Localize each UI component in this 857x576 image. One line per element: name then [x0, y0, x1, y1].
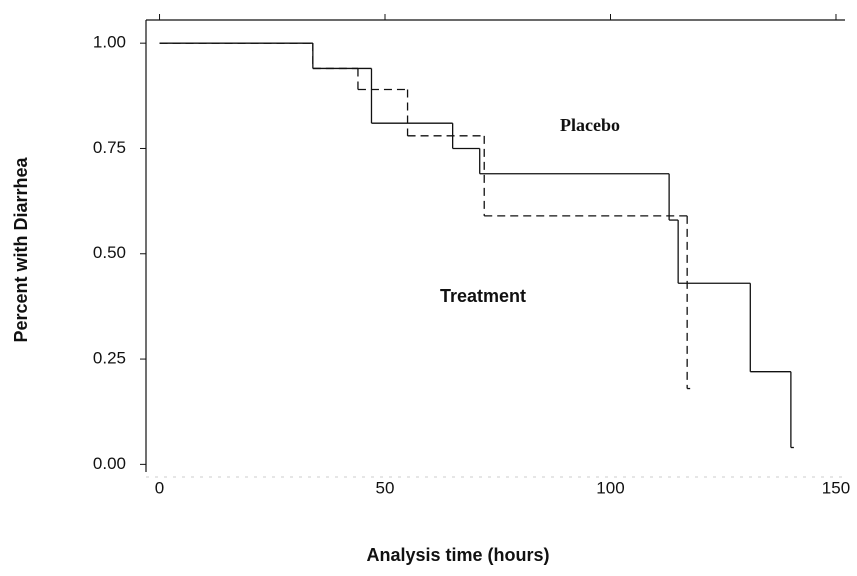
series-label: Treatment: [440, 286, 526, 306]
x-tick-label: 100: [596, 478, 624, 497]
series-label: Placebo: [560, 115, 620, 135]
x-tick-label: 150: [822, 478, 850, 497]
x-tick-label: 50: [376, 478, 395, 497]
x-tick-label: 0: [155, 478, 164, 497]
y-tick-label: 0.25: [93, 349, 126, 368]
y-tick-label: 1.00: [93, 33, 126, 52]
y-tick-label: 0.00: [93, 454, 126, 473]
y-axis-label: Percent with Diarrhea: [11, 156, 31, 342]
y-tick-label: 0.75: [93, 138, 126, 157]
x-axis-label: Analysis time (hours): [366, 545, 549, 565]
y-tick-label: 0.50: [93, 243, 126, 262]
